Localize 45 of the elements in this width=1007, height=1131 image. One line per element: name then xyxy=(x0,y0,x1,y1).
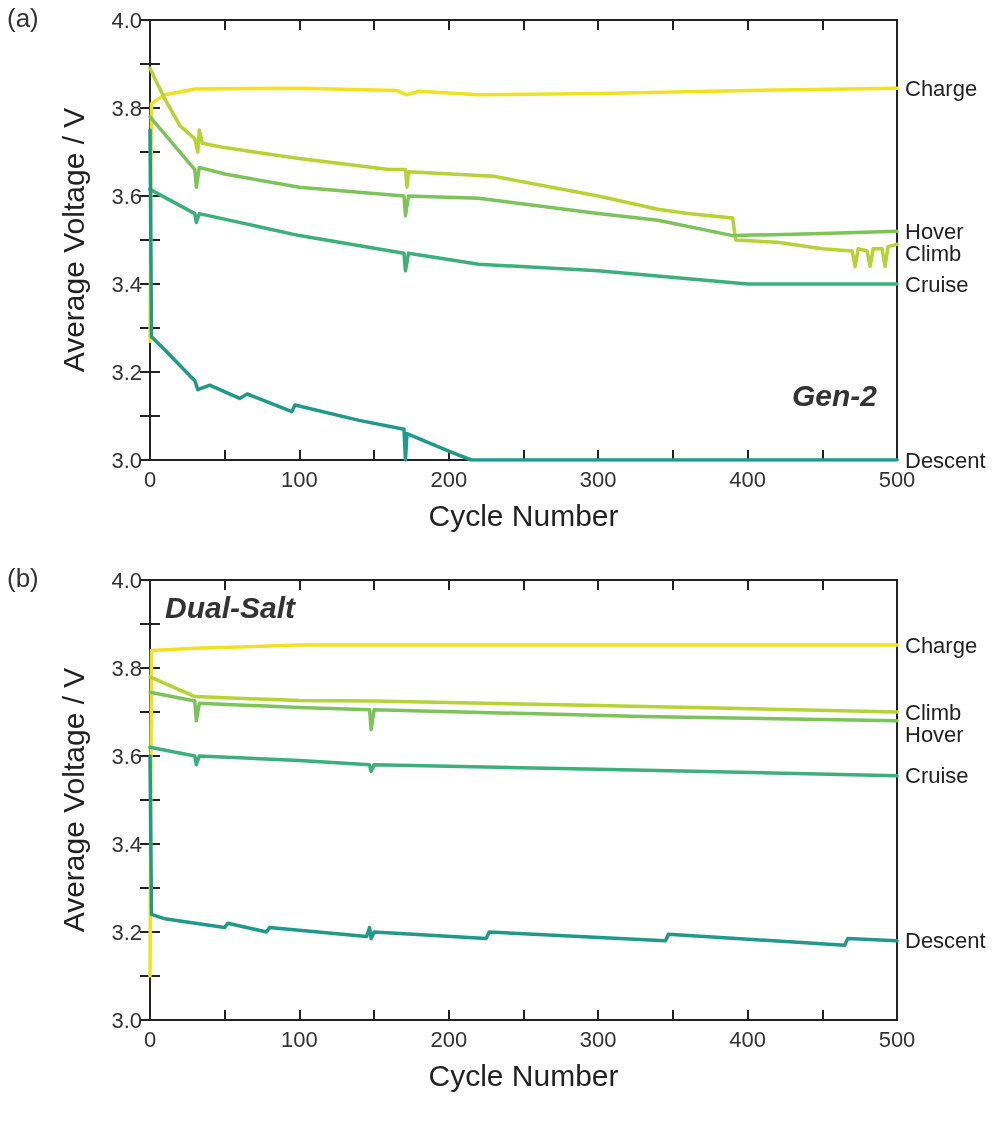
y-tick-label: 3.0 xyxy=(111,447,142,473)
y-tick-label: 3.8 xyxy=(111,655,142,681)
y-tick-label: 3.6 xyxy=(111,183,142,209)
x-tick-label: 400 xyxy=(729,1026,766,1052)
y-tick-label: 3.4 xyxy=(111,271,142,297)
x-tick-label: 100 xyxy=(281,1026,318,1052)
line-series xyxy=(148,187,899,286)
x-tick-label: 300 xyxy=(579,466,617,492)
line-series xyxy=(148,115,899,238)
line-series xyxy=(148,128,899,462)
chart-title: (b) xyxy=(7,563,39,593)
x-tick-label: 300 xyxy=(579,1026,617,1052)
line-series xyxy=(148,690,899,732)
y-tick-label: 3.2 xyxy=(111,919,142,945)
y-tick-label: 3.6 xyxy=(111,743,142,769)
series-label: Descent xyxy=(905,928,986,954)
y-tick-label: 3.4 xyxy=(111,831,142,857)
x-tick-label: 500 xyxy=(878,1026,916,1052)
y-tick-label: 3.0 xyxy=(111,1007,142,1033)
series-label: Cruise xyxy=(905,763,969,789)
x-axis-title: Cycle Number xyxy=(428,1058,619,1092)
series-label: Descent xyxy=(905,447,986,473)
y-axis-title: Average Voltage / V xyxy=(56,667,90,933)
series-label: Charge xyxy=(905,75,978,101)
y-axis-title: Average Voltage / V xyxy=(56,107,90,373)
chart-title: (a) xyxy=(7,3,39,33)
x-axis-title: Cycle Number xyxy=(428,498,619,532)
y-tick-label: 4.0 xyxy=(111,7,142,33)
y-tick-label: 3.8 xyxy=(111,95,142,121)
x-tick-label: 200 xyxy=(430,1026,468,1052)
x-tick-label: 200 xyxy=(430,466,468,492)
x-tick-label: 400 xyxy=(729,466,766,492)
line-series xyxy=(148,754,899,947)
line-series xyxy=(148,66,899,269)
x-tick-label: 0 xyxy=(143,1026,157,1052)
series-label: Charge xyxy=(905,632,978,658)
x-tick-label: 100 xyxy=(281,466,318,492)
line-series xyxy=(148,745,899,778)
annotation: Dual-Salt xyxy=(165,590,298,624)
y-tick-label: 3.2 xyxy=(111,359,142,385)
line-series xyxy=(148,675,899,714)
annotation: Gen-2 xyxy=(791,378,878,412)
y-tick-label: 4.0 xyxy=(111,567,142,593)
series-label: Cruise xyxy=(905,271,969,297)
x-tick-label: 0 xyxy=(143,466,157,492)
